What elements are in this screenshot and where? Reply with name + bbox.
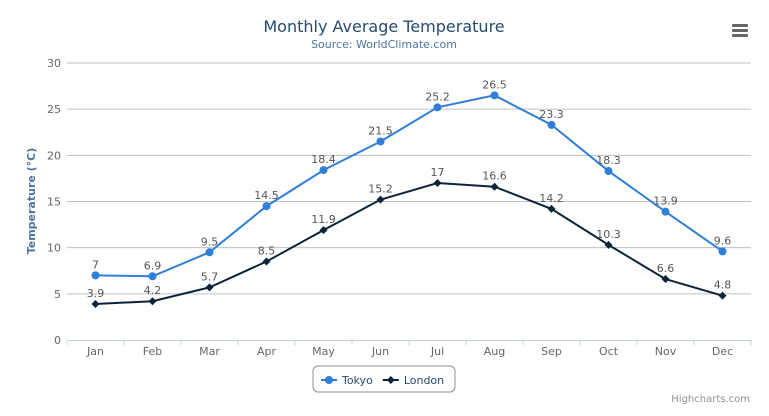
x-tick-label: Jan (86, 345, 104, 358)
legend-item-tokyo[interactable]: Tokyo (321, 374, 373, 387)
data-label: 14.2 (539, 192, 564, 205)
x-tick-label: May (312, 345, 335, 358)
legend-label: London (404, 374, 444, 387)
data-point (718, 247, 727, 256)
data-point (433, 179, 442, 188)
x-tick-label: Aug (484, 345, 505, 358)
data-label: 9.5 (201, 235, 219, 248)
y-tick-label: 20 (47, 149, 61, 162)
data-point (319, 166, 328, 175)
x-tick-label: Nov (655, 345, 677, 358)
y-tick-label: 0 (54, 334, 61, 347)
chart-subtitle: Source: WorldClimate.com (311, 38, 457, 51)
x-tick-label: Dec (712, 345, 733, 358)
data-label: 21.5 (368, 124, 393, 137)
data-point (91, 299, 100, 308)
data-label: 4.8 (714, 279, 732, 292)
menu-icon-bar (732, 29, 748, 32)
chart-title: Monthly Average Temperature (263, 17, 504, 36)
x-tick-label: Feb (143, 345, 162, 358)
data-point (604, 167, 613, 176)
y-tick-label: 5 (54, 288, 61, 301)
data-point (262, 257, 271, 266)
data-point (490, 91, 499, 100)
data-label: 8.5 (258, 245, 276, 258)
x-tick-label: Apr (257, 345, 277, 358)
data-point (376, 137, 385, 146)
menu-button[interactable] (732, 24, 748, 37)
data-point (547, 204, 556, 213)
data-point (661, 275, 670, 284)
legend-item-london[interactable]: London (382, 374, 444, 387)
data-label: 10.3 (596, 228, 621, 241)
data-point (319, 226, 328, 235)
series-line-tokyo (95, 94, 724, 278)
y-tick-label: 30 (47, 57, 61, 70)
x-tick-label: Jul (430, 345, 444, 358)
data-label: 5.7 (201, 270, 219, 283)
data-point (262, 202, 271, 211)
menu-icon-bar (732, 34, 748, 37)
y-tick-label: 25 (47, 103, 61, 116)
data-label: 6.9 (144, 259, 162, 272)
data-point (205, 283, 214, 292)
data-label: 26.5 (482, 78, 507, 91)
legend-marker (325, 376, 333, 384)
data-point (718, 291, 727, 300)
y-axis-title: Temperature (°C) (25, 148, 38, 255)
x-tick-label: Oct (599, 345, 619, 358)
data-point (490, 182, 499, 191)
data-point (91, 271, 100, 280)
data-label: 16.6 (482, 170, 507, 183)
x-tick-label: Sep (541, 345, 562, 358)
data-label: 3.9 (87, 287, 105, 300)
data-label: 18.4 (311, 153, 336, 166)
data-point (433, 103, 442, 112)
data-label: 14.5 (254, 189, 279, 202)
credit-link[interactable]: Highcharts.com (671, 394, 750, 405)
data-label: 7 (92, 258, 99, 271)
y-tick-label: 15 (47, 196, 61, 209)
data-label: 18.3 (596, 154, 621, 167)
data-label: 15.2 (368, 183, 393, 196)
data-label: 23.3 (539, 108, 564, 121)
x-tick-label: Jun (371, 345, 389, 358)
legend-label: Tokyo (341, 374, 373, 387)
data-point (148, 297, 157, 306)
data-label: 6.6 (657, 262, 675, 275)
data-point (376, 195, 385, 204)
x-tick-label: Mar (199, 345, 220, 358)
data-point (148, 272, 157, 281)
series-line-london (95, 182, 723, 305)
data-label: 13.9 (653, 195, 678, 208)
data-label: 4.2 (144, 284, 162, 297)
data-label: 9.6 (714, 234, 732, 247)
legend-marker (386, 376, 395, 384)
y-tick-label: 10 (47, 242, 61, 255)
legend: Tokyo London (312, 365, 456, 393)
hamburger-menu-icon[interactable] (732, 24, 748, 27)
data-point (205, 248, 214, 257)
data-label: 17 (431, 166, 445, 179)
data-point (604, 240, 613, 249)
data-point (661, 207, 670, 216)
data-label: 25.2 (425, 90, 450, 103)
data-point (547, 120, 556, 129)
data-label: 11.9 (311, 213, 336, 226)
